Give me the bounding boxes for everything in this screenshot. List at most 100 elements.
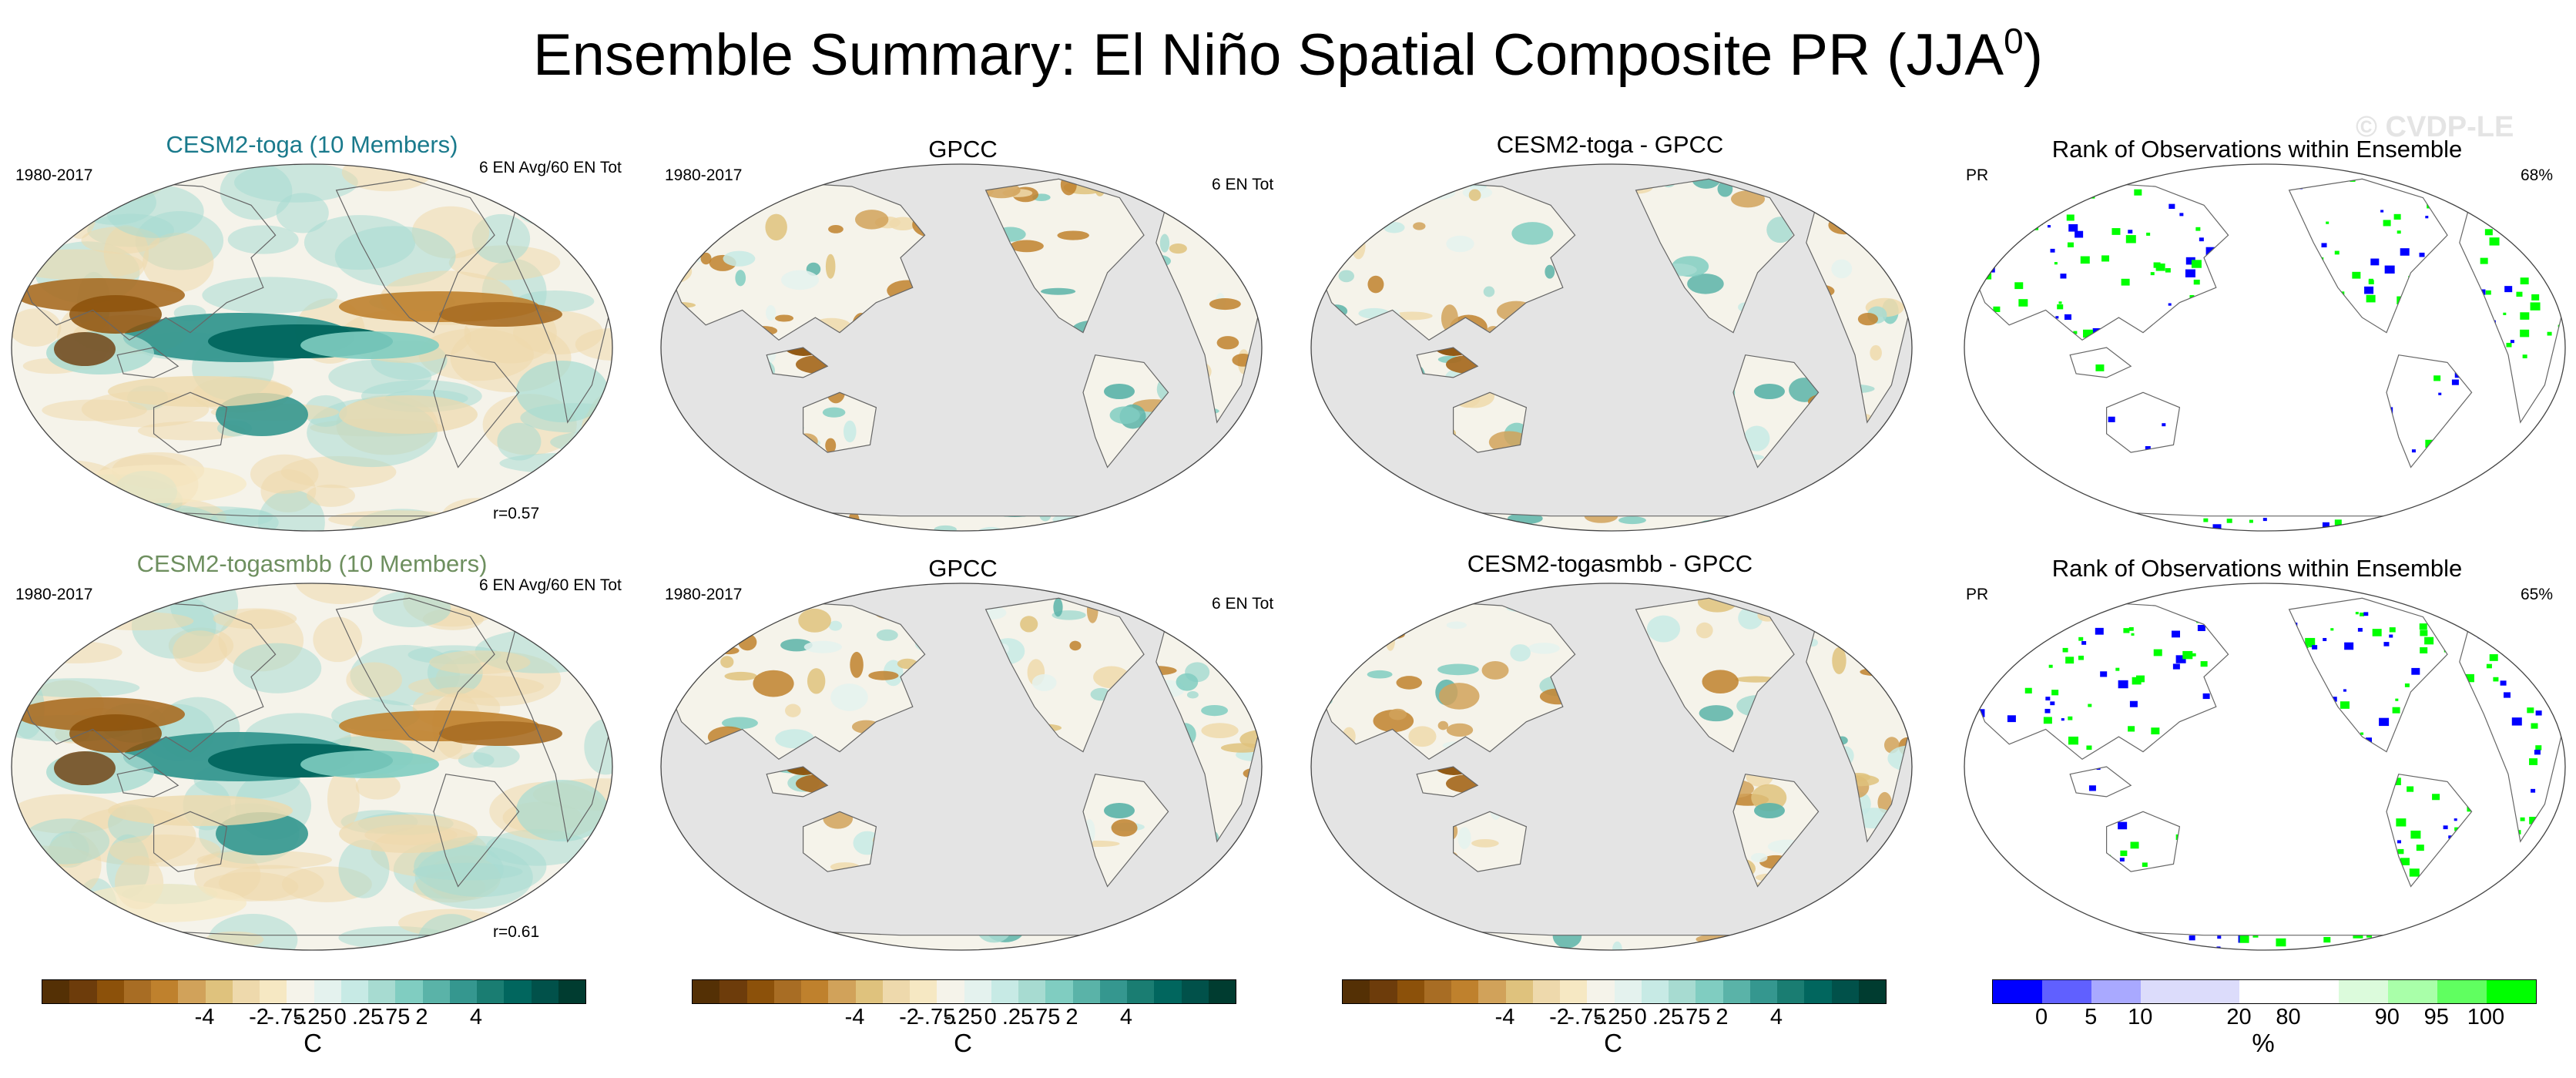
anomaly-blob (334, 226, 456, 287)
rank-cell (2081, 640, 2087, 645)
anomaly-blob (1810, 915, 1846, 925)
rank-cell (2477, 482, 2484, 486)
anomaly-blob (372, 590, 451, 627)
anomaly-blob (213, 608, 297, 630)
rank-cell (2568, 346, 2569, 354)
anomaly-blob (202, 277, 338, 314)
rank-cell (2507, 170, 2511, 173)
panel-variable-label: PR (1966, 586, 1989, 603)
anomaly-blob (1040, 287, 1076, 295)
rank-cell (1972, 523, 1974, 531)
rank-cell (2027, 485, 2035, 492)
rank-cell (2383, 642, 2390, 646)
coastline (2386, 774, 2473, 888)
rank-cell (2497, 179, 2501, 182)
rank-cell (2521, 508, 2530, 515)
colorbar-swatch (1749, 980, 1777, 1003)
rank-cell (2410, 830, 2421, 839)
anomaly-blob (19, 905, 124, 936)
colorbar-swatch (340, 980, 368, 1003)
colorbar-swatch (1478, 980, 1506, 1003)
colorbar-swatch (449, 980, 477, 1003)
colorbar-tick-label: .75 (379, 1005, 411, 1029)
coastline (335, 178, 495, 334)
rank-cell (1984, 908, 1993, 915)
colorbar-swatch (1532, 980, 1560, 1003)
rank-cell (1984, 492, 1992, 499)
rank-cell (2544, 189, 2548, 192)
rank-cell (2392, 707, 2400, 714)
anomaly-blob (1779, 942, 1793, 950)
rank-cell (2522, 354, 2527, 358)
rank-cell (2537, 861, 2547, 868)
coastline (153, 811, 228, 872)
anomaly-blob (196, 850, 333, 869)
rank-cell (2088, 704, 2092, 707)
anomaly-blob (795, 179, 829, 184)
anomaly-blob (803, 640, 842, 653)
rank-cell (2193, 279, 2200, 285)
anomaly-blob (720, 656, 734, 668)
anomaly-blob (1256, 263, 1260, 274)
rank-cell (2511, 458, 2521, 466)
anomaly-blob (1457, 827, 1471, 849)
rank-cell (2527, 510, 2537, 517)
rank-cell (2197, 624, 2205, 631)
anomaly-blob (83, 612, 194, 631)
anomaly-blob (1873, 511, 1887, 522)
rank-cell (2383, 220, 2391, 227)
anomaly-blob (328, 510, 465, 529)
rank-cell (2454, 827, 2460, 831)
rank-cell (2047, 225, 2051, 228)
rank-cell (2420, 646, 2428, 653)
rank-cell (2080, 256, 2090, 264)
anomaly-blob (1057, 230, 1089, 240)
rank-cell (2557, 481, 2562, 485)
colorbar-tick-label: 0 (2035, 1005, 2048, 1029)
anomaly-blob (1351, 165, 1378, 176)
anomaly-blob (1612, 941, 1622, 950)
coastline (1732, 354, 1820, 468)
anomaly-blob (1788, 179, 1815, 193)
rank-cell (2054, 262, 2058, 265)
coastline (1453, 811, 1528, 872)
rank-cell (2527, 707, 2534, 714)
anomaly-blob (1374, 616, 1390, 631)
colorbar-swatch (991, 980, 1018, 1003)
rank-cell (2004, 455, 2014, 465)
colorbar-tick-label: -2 (1549, 1005, 1569, 1029)
anomaly-blob (1384, 630, 1405, 640)
anomaly-blob (1031, 673, 1057, 691)
anomaly-blob (1545, 264, 1555, 279)
map-border (1964, 163, 2566, 532)
anomaly-blob (227, 225, 299, 254)
rank-cell (2408, 588, 2416, 594)
rank-cell (2467, 522, 2474, 528)
anomaly-blob (831, 949, 841, 950)
anomaly-blob (724, 671, 757, 681)
anomaly-blob (1446, 235, 1474, 253)
anomaly-blob (1382, 186, 1396, 196)
rank-cell (2048, 664, 2053, 668)
panel-title-cesm2-toga: CESM2-toga (10 Members) (166, 131, 458, 158)
rank-cell (2420, 630, 2428, 636)
colorbar-swatch (69, 980, 97, 1003)
colorbar-tick-label: 2 (1065, 1005, 1078, 1029)
colorbar-tick-label: -.25 (293, 1005, 333, 1029)
colorbar-swatch (1397, 980, 1424, 1003)
rank-cell (2513, 230, 2520, 236)
rank-cell (2128, 726, 2135, 732)
colorbar-swatch (1777, 980, 1805, 1003)
anomaly-blob (1063, 160, 1103, 177)
anomaly-blob (69, 714, 162, 753)
rank-cell (2567, 880, 2569, 882)
rank-cell (2564, 950, 2569, 954)
rank-cell (2534, 480, 2544, 488)
rank-cell (2179, 213, 2184, 217)
anomaly-blob (1446, 723, 1474, 737)
colorbar-swatch (1045, 980, 1073, 1003)
panel-title-rank: Rank of Observations within Ensemble (2051, 555, 2463, 582)
anomaly-blob (1831, 259, 1853, 279)
rank-cell (2538, 248, 2548, 256)
rank-cell (2395, 698, 2399, 701)
